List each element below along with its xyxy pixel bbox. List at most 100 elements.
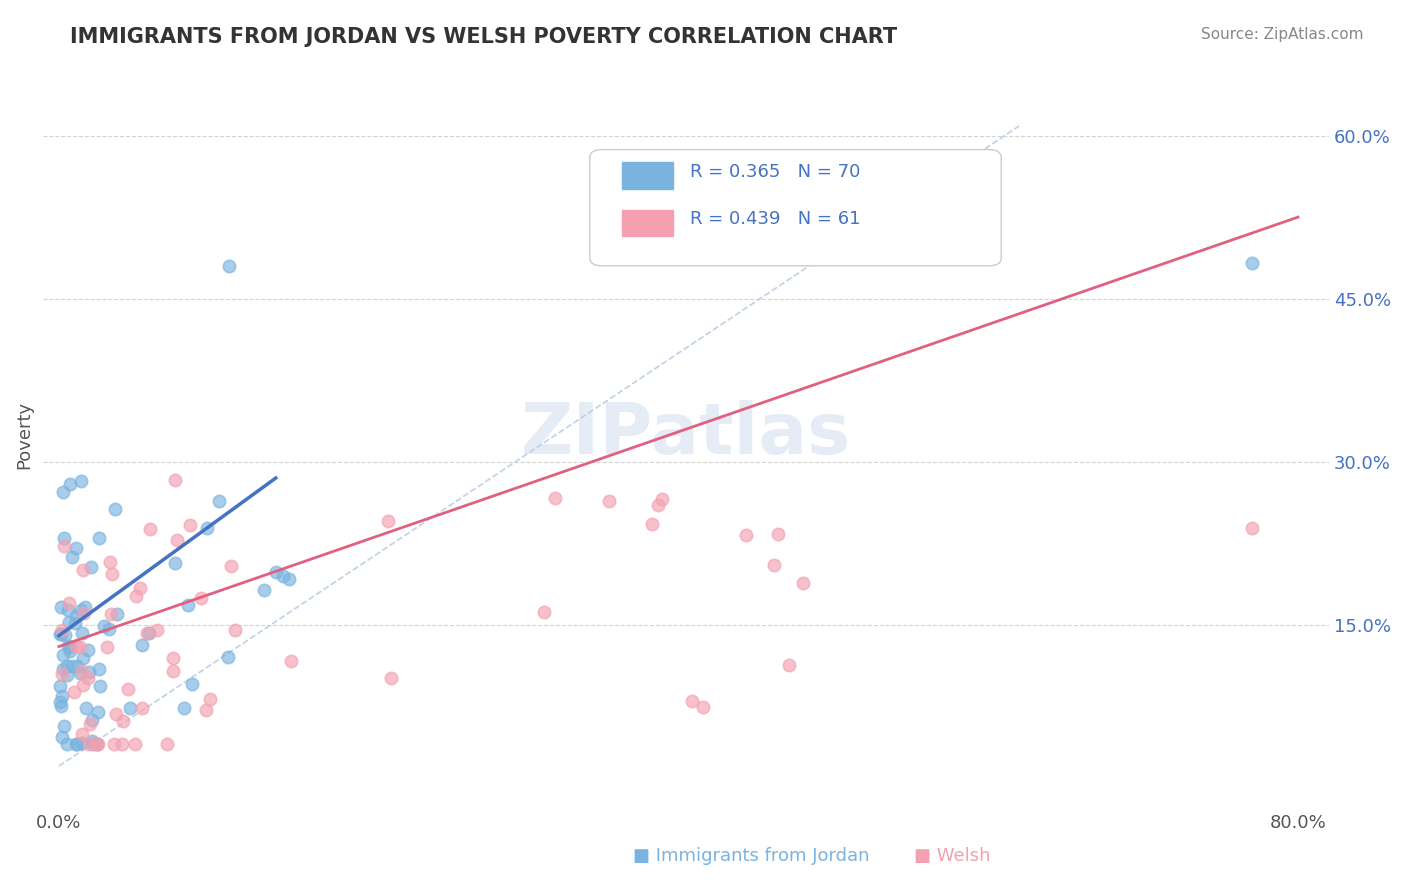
Point bbox=[56, 639, 79, 653]
Point bbox=[166, 533, 188, 548]
Point bbox=[56, 602, 79, 616]
Point bbox=[77, 665, 100, 679]
Point bbox=[75, 701, 97, 715]
Point bbox=[125, 589, 148, 603]
Point bbox=[77, 737, 100, 751]
Point bbox=[264, 565, 287, 579]
Point bbox=[84, 737, 107, 751]
Point bbox=[65, 541, 87, 555]
Point bbox=[105, 607, 128, 622]
Point bbox=[86, 737, 108, 751]
Point bbox=[53, 531, 76, 545]
Point bbox=[56, 668, 79, 682]
Point bbox=[762, 558, 785, 572]
Point bbox=[65, 737, 87, 751]
Point bbox=[681, 694, 703, 708]
Point bbox=[87, 706, 110, 720]
Point bbox=[65, 639, 87, 653]
Point bbox=[59, 640, 82, 654]
Point bbox=[100, 607, 122, 622]
FancyBboxPatch shape bbox=[589, 150, 1001, 266]
Point bbox=[53, 627, 76, 641]
Point bbox=[72, 563, 94, 577]
Point bbox=[1240, 521, 1263, 535]
Point bbox=[69, 640, 91, 654]
Point bbox=[66, 737, 89, 751]
Point bbox=[58, 615, 80, 629]
Point bbox=[51, 599, 73, 614]
Point bbox=[62, 549, 84, 564]
Point bbox=[136, 626, 159, 640]
Point bbox=[87, 532, 110, 546]
Point bbox=[101, 566, 124, 581]
Point bbox=[66, 659, 89, 673]
Point bbox=[53, 540, 76, 554]
Point bbox=[377, 514, 399, 528]
Point bbox=[1240, 256, 1263, 270]
Point bbox=[692, 700, 714, 714]
Point bbox=[70, 474, 93, 488]
Point bbox=[162, 664, 184, 678]
Point bbox=[139, 522, 162, 536]
Point bbox=[138, 625, 160, 640]
Point bbox=[70, 626, 93, 640]
Point bbox=[52, 484, 75, 499]
Point bbox=[49, 698, 72, 713]
Point bbox=[380, 672, 402, 686]
Point bbox=[647, 498, 669, 512]
Point bbox=[103, 502, 125, 516]
Point bbox=[97, 622, 120, 636]
Text: IMMIGRANTS FROM JORDAN VS WELSH POVERTY CORRELATION CHART: IMMIGRANTS FROM JORDAN VS WELSH POVERTY … bbox=[70, 27, 897, 46]
Point bbox=[224, 623, 246, 637]
Point bbox=[165, 556, 187, 570]
Point bbox=[73, 600, 96, 615]
Text: ZIPatlas: ZIPatlas bbox=[522, 401, 851, 469]
Bar bbox=[621, 210, 673, 235]
Point bbox=[49, 627, 72, 641]
Point bbox=[51, 666, 73, 681]
Point bbox=[93, 619, 115, 633]
Point bbox=[162, 651, 184, 665]
Point bbox=[77, 643, 100, 657]
Point bbox=[80, 714, 103, 728]
Point bbox=[598, 494, 620, 508]
Point bbox=[176, 598, 198, 612]
Point bbox=[735, 528, 758, 542]
Point bbox=[70, 727, 93, 741]
Point bbox=[89, 679, 111, 693]
Point bbox=[195, 521, 218, 535]
Point bbox=[651, 492, 673, 507]
Text: ■ Welsh: ■ Welsh bbox=[914, 847, 990, 865]
Point bbox=[129, 581, 152, 595]
Point bbox=[63, 615, 86, 630]
Point bbox=[180, 677, 202, 691]
Point bbox=[58, 596, 80, 610]
Bar bbox=[621, 162, 673, 188]
Point bbox=[131, 638, 153, 652]
Point bbox=[778, 657, 800, 672]
Point bbox=[76, 671, 98, 685]
Point bbox=[179, 517, 201, 532]
Point bbox=[124, 737, 146, 751]
Point bbox=[69, 665, 91, 680]
Point bbox=[53, 719, 76, 733]
Point bbox=[56, 737, 79, 751]
Point bbox=[131, 700, 153, 714]
Point bbox=[51, 689, 73, 703]
Point bbox=[59, 476, 82, 491]
Point bbox=[70, 665, 93, 679]
Point bbox=[792, 576, 814, 591]
Point bbox=[190, 591, 212, 606]
Point bbox=[198, 692, 221, 706]
Point bbox=[641, 516, 664, 531]
Point bbox=[72, 607, 94, 621]
Point bbox=[173, 701, 195, 715]
Y-axis label: Poverty: Poverty bbox=[15, 401, 32, 468]
Point bbox=[51, 731, 73, 745]
Point bbox=[52, 648, 75, 662]
Point bbox=[49, 627, 72, 641]
Point bbox=[82, 737, 104, 751]
Point bbox=[533, 606, 555, 620]
Point bbox=[156, 737, 179, 751]
Point bbox=[52, 662, 75, 676]
